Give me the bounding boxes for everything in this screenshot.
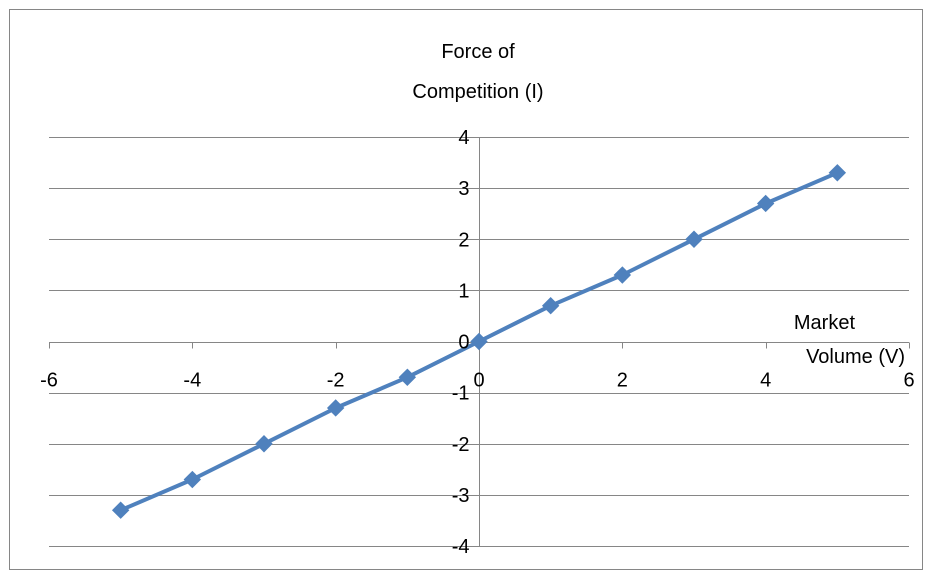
y-tick-label: 0 [458, 332, 469, 354]
y-tick-label: -2 [452, 434, 470, 456]
chart-border [9, 9, 923, 570]
data-point-marker [398, 368, 417, 386]
x-tick-label: -4 [183, 370, 201, 392]
data-point-marker [613, 266, 632, 284]
y-tick-label: 1 [458, 280, 469, 302]
x-tick-label: 6 [903, 370, 914, 392]
y-tick-label: 2 [458, 229, 469, 251]
data-point-marker [255, 435, 273, 453]
y-tick-label: 4 [458, 127, 469, 149]
x-axis-title-line-2: Volume (V) [806, 346, 905, 368]
x-tick-label: 2 [617, 370, 628, 392]
data-point-marker [470, 332, 488, 351]
data-point-marker [541, 297, 560, 315]
x-tick-label: -6 [40, 370, 58, 392]
y-tick-label: -4 [452, 536, 470, 558]
x-tick-label: -2 [327, 370, 345, 392]
data-point-marker [183, 470, 202, 489]
series-layer [111, 164, 847, 519]
x-axis-title-line-1: Market [794, 312, 856, 334]
data-point-marker [326, 399, 345, 417]
data-point-marker [111, 501, 130, 519]
data-point-marker [756, 194, 775, 213]
y-axis-title-line-1: Force of [441, 41, 515, 63]
y-tick-label: -1 [452, 383, 470, 405]
data-point-marker [828, 164, 847, 182]
y-axis-title-line-2: Competition (I) [412, 81, 543, 103]
data-point-marker [685, 230, 703, 248]
x-tick-label: 4 [760, 370, 771, 392]
y-tick-label: -3 [452, 485, 470, 507]
y-tick-label: 3 [458, 178, 469, 200]
x-tick-label: 0 [473, 370, 484, 392]
